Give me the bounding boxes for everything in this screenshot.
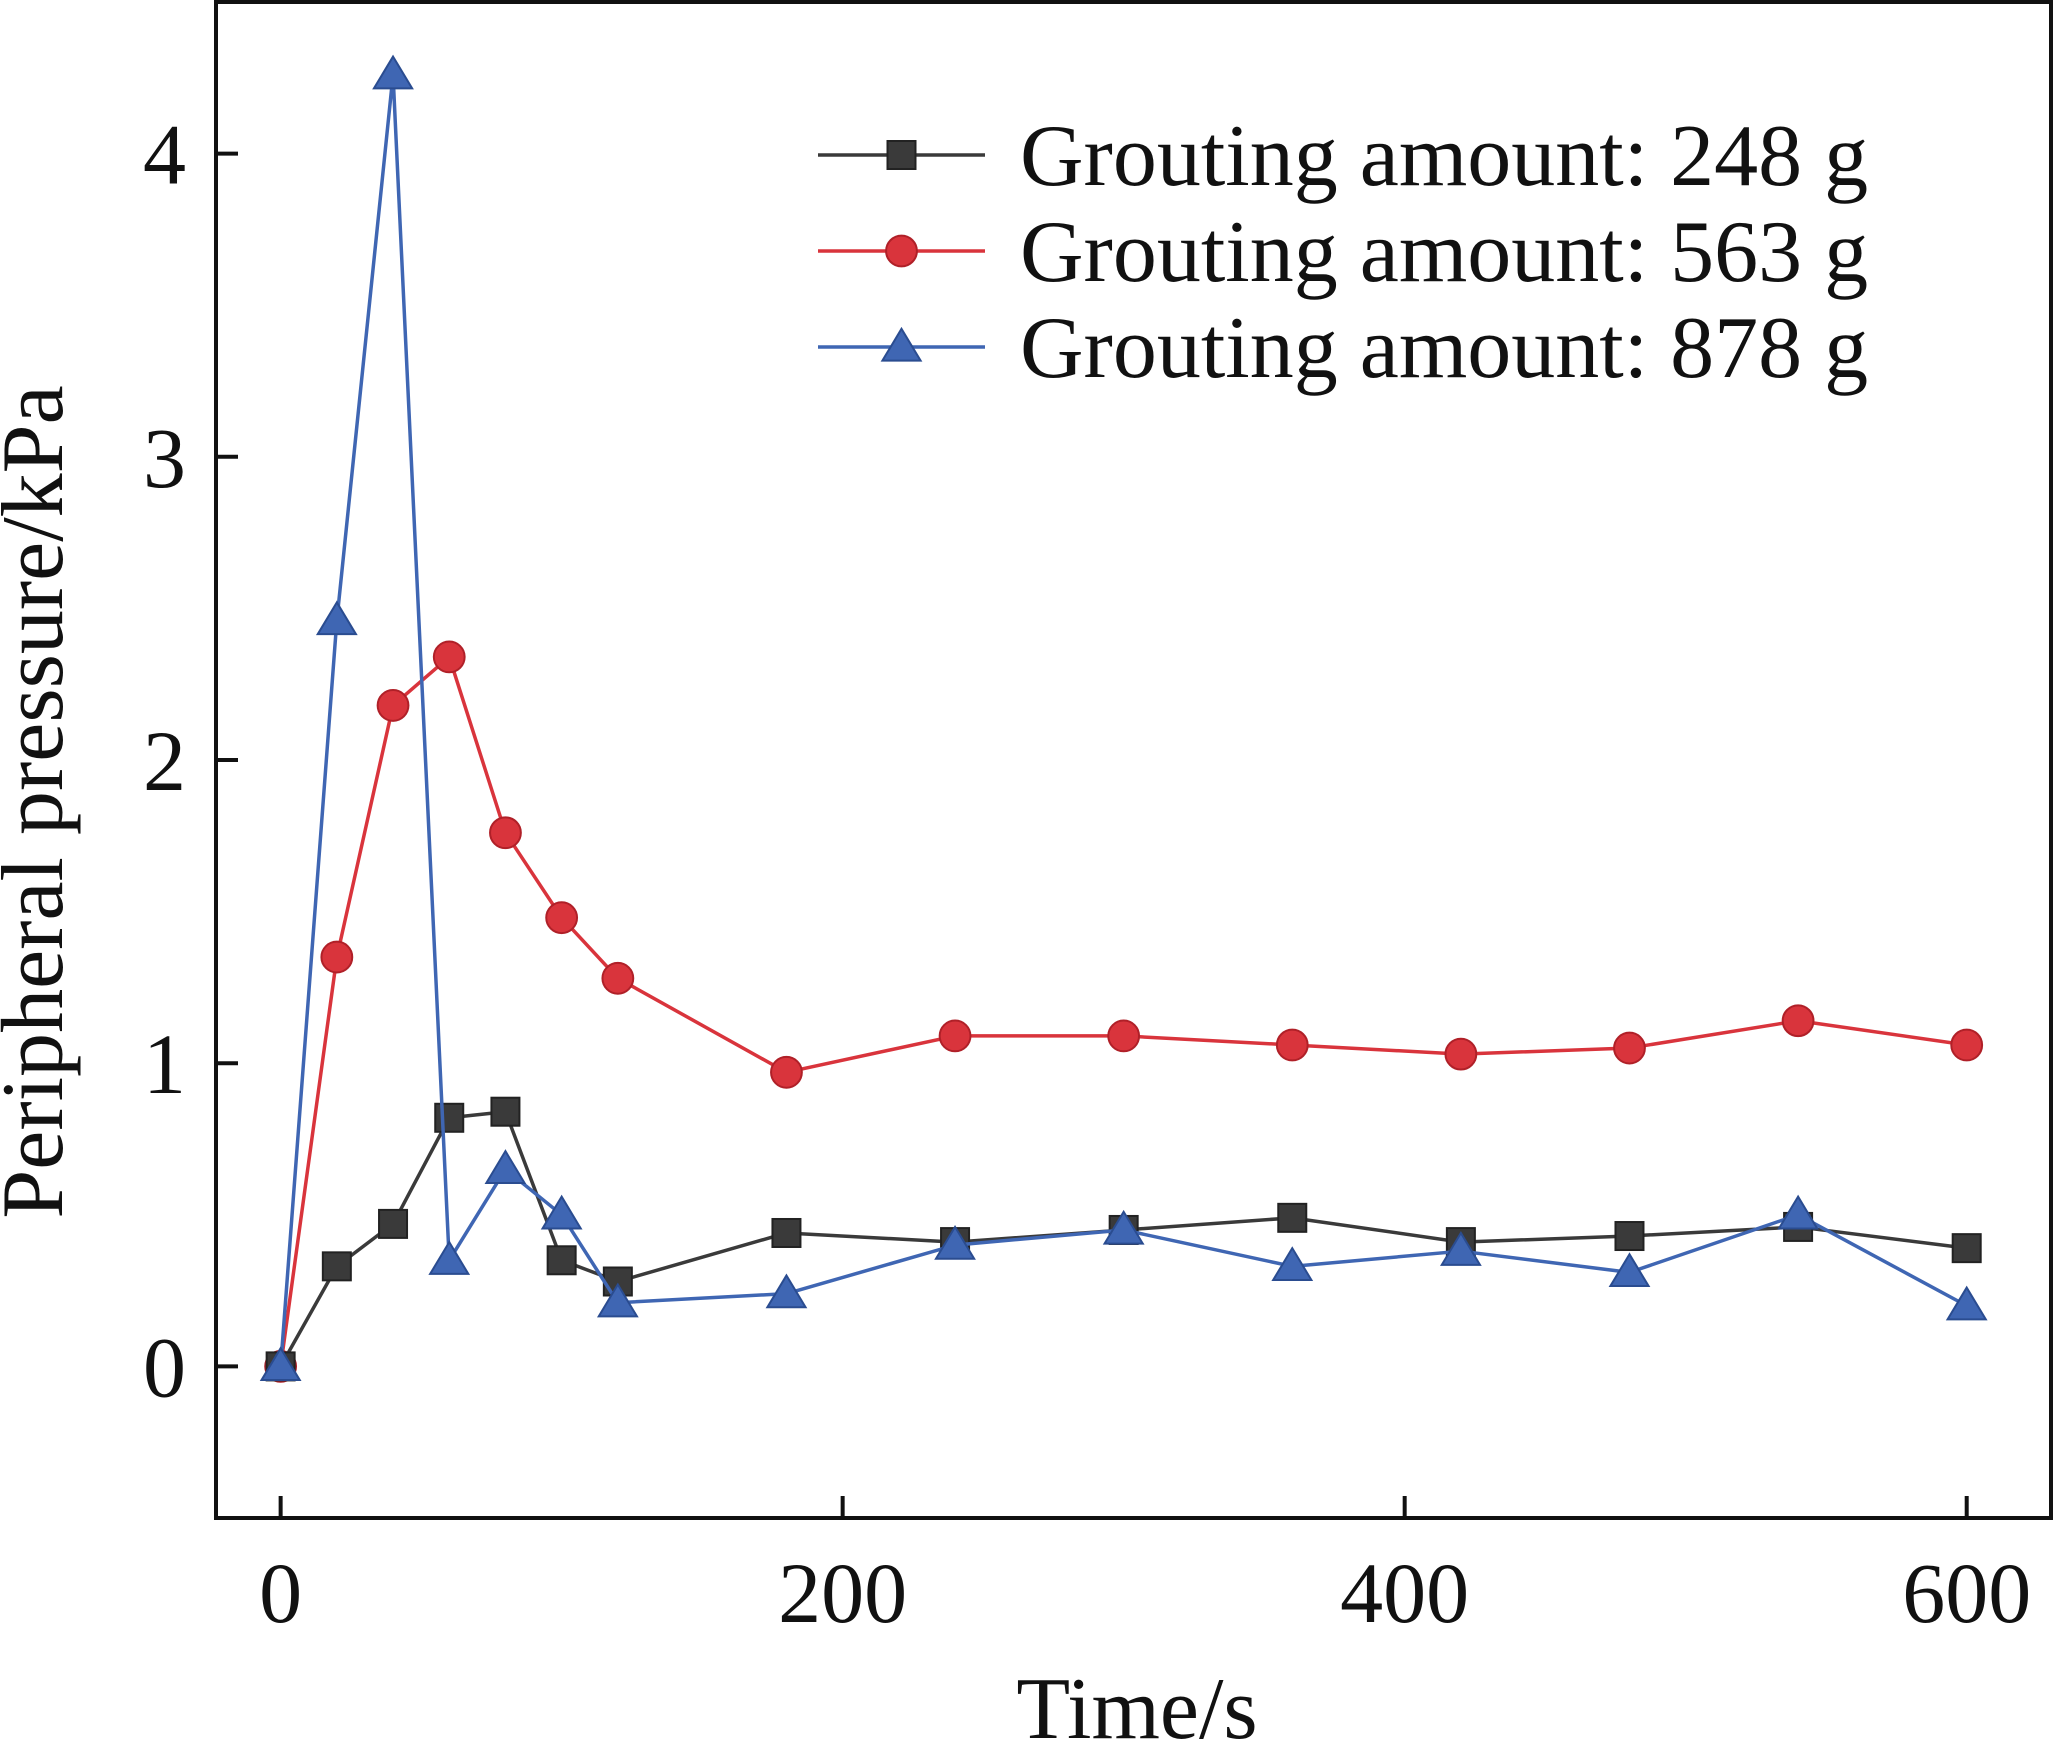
data-point <box>601 961 635 995</box>
legend-label: Grouting amount: 248 g <box>1020 108 1868 205</box>
data-point <box>771 1217 802 1248</box>
data-point <box>1777 1194 1819 1230</box>
data-point <box>434 1102 465 1133</box>
x-axis-label: Time/s <box>1016 1661 1257 1748</box>
series-1 <box>265 1096 1982 1382</box>
series-3 <box>259 54 1988 1382</box>
data-point <box>540 1194 583 1230</box>
data-point <box>432 640 466 674</box>
data-point <box>934 1224 976 1260</box>
data-point <box>1102 1209 1145 1245</box>
data-point <box>1950 1028 1984 1062</box>
data-point <box>378 1208 409 1239</box>
data-point <box>1613 1031 1646 1065</box>
data-point <box>1945 1285 1988 1321</box>
data-point <box>1608 1252 1651 1288</box>
data-point <box>372 54 414 90</box>
data-point <box>315 600 358 636</box>
data-point <box>1277 1202 1308 1233</box>
data-point <box>545 901 579 935</box>
y-tick-label: 2 <box>143 713 186 809</box>
legend-item: Grouting amount: 563 g <box>818 204 1868 301</box>
data-point <box>321 1251 352 1282</box>
data-point <box>489 816 522 850</box>
legend-label: Grouting amount: 878 g <box>1020 300 1868 397</box>
data-point <box>1107 1019 1141 1053</box>
data-point <box>1951 1233 1982 1264</box>
series-line <box>278 655 1967 1367</box>
data-point <box>484 1149 527 1184</box>
legend-marker <box>880 326 923 362</box>
x-tick-label: 0 <box>259 1545 302 1641</box>
data-point <box>596 1282 639 1318</box>
data-point <box>376 689 410 722</box>
data-point <box>1614 1221 1645 1252</box>
data-point <box>938 1019 972 1053</box>
y-axis-label: Peripheral pressure/kPa <box>0 385 82 1218</box>
data-point <box>1275 1028 1309 1062</box>
legend-label: Grouting amount: 563 g <box>1020 204 1868 301</box>
legend-marker <box>886 140 917 170</box>
y-tick-label: 1 <box>143 1016 186 1112</box>
data-point <box>770 1055 803 1089</box>
data-point <box>765 1273 808 1309</box>
data-point <box>1781 1004 1815 1038</box>
y-tick-label: 4 <box>143 107 186 203</box>
legend-item: Grouting amount: 248 g <box>818 108 1868 205</box>
series-2 <box>264 640 1984 1383</box>
data-point <box>320 940 354 974</box>
data-point <box>490 1096 521 1127</box>
x-tick-label: 600 <box>1902 1545 2031 1641</box>
series-layer <box>259 54 1988 1383</box>
y-axis-ticks: 0 1 2 3 4 <box>143 107 238 1415</box>
data-point <box>428 1240 471 1275</box>
data-point <box>1444 1037 1478 1071</box>
x-axis-ticks: 0 200 400 600 <box>259 1496 2031 1641</box>
legend-item: Grouting amount: 878 g <box>818 300 1868 397</box>
data-point <box>1440 1231 1482 1266</box>
legend-marker <box>885 234 918 268</box>
data-point <box>546 1245 577 1276</box>
data-point <box>259 1346 302 1382</box>
y-tick-label: 0 <box>143 1319 186 1415</box>
x-tick-label: 400 <box>1340 1545 1469 1641</box>
x-tick-label: 200 <box>778 1545 907 1641</box>
data-point <box>1271 1246 1314 1281</box>
y-tick-label: 3 <box>143 410 186 506</box>
